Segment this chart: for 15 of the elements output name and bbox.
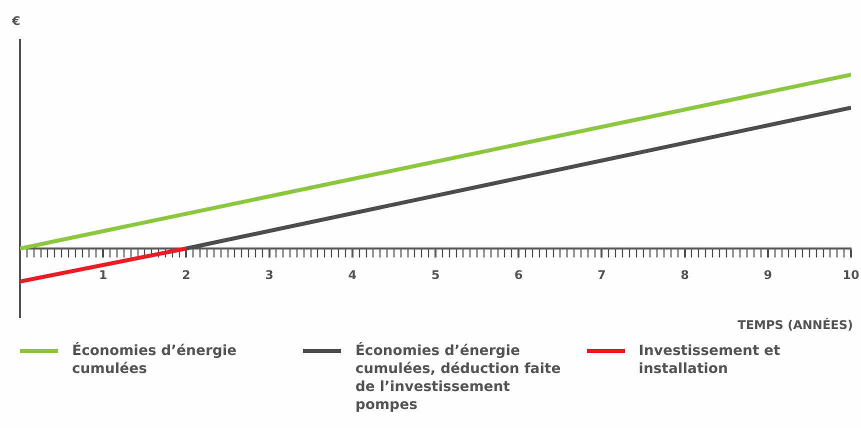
x-tick-label: 9 [764,268,772,282]
x-tick-label: 3 [265,268,274,282]
x-tick-label: 1 [98,268,108,282]
x-tick-label: 4 [348,268,357,282]
x-tick-label: 10 [842,268,860,282]
y-axis-title: € [12,14,20,28]
x-tick-label: 5 [431,268,440,282]
x-axis-title: TEMPS (ANNÉES) [738,318,853,332]
x-tick-label: 7 [598,268,606,282]
legend-label: Économies d’énergie cumulées, déduction faite de l’investissement pompes [355,342,562,414]
x-tick-label: 8 [680,268,689,282]
legend-label: Économies d’énergie cumulées [72,342,238,378]
x-tick-label: 6 [514,268,523,282]
legend-label: Investissement et installation [638,342,782,378]
x-tick-label: 2 [182,268,190,282]
